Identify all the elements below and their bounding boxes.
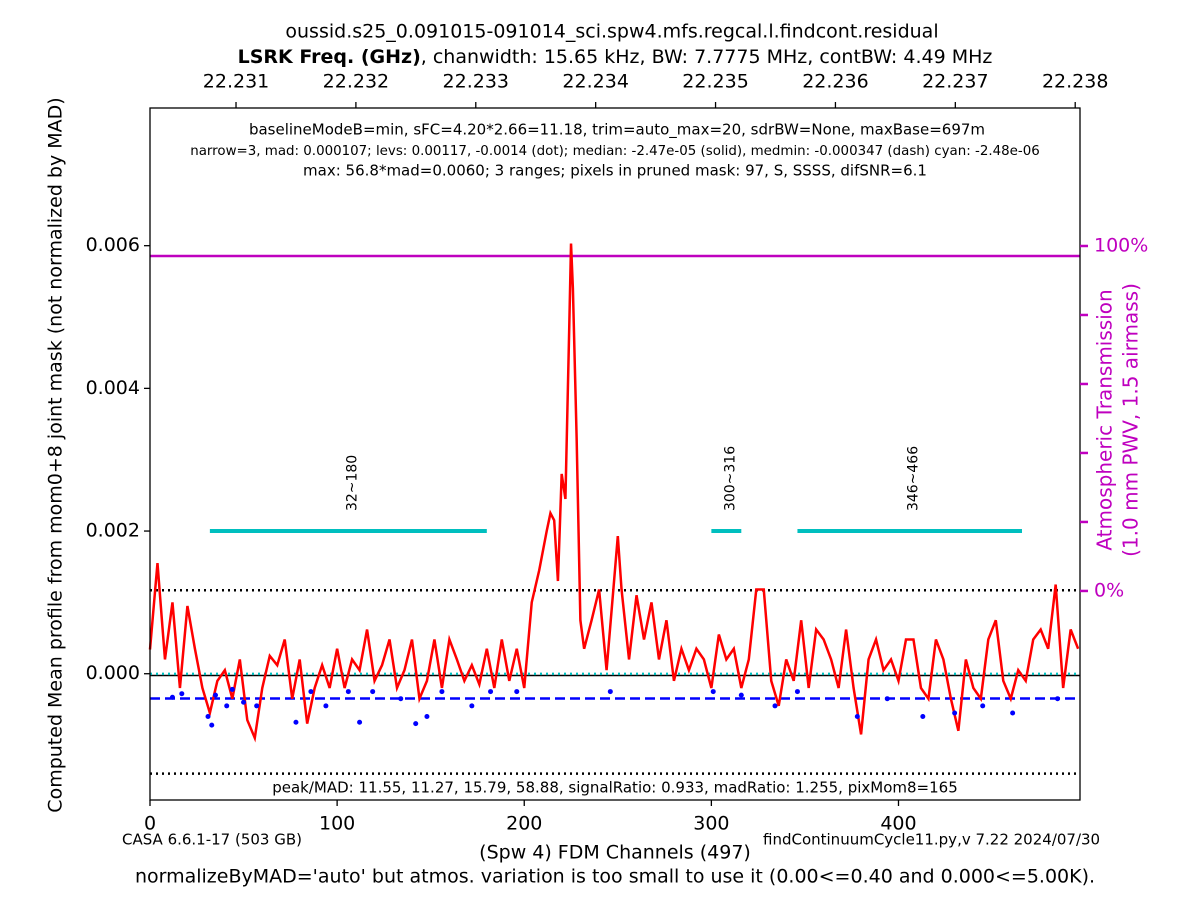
y-tick-label: 0.006 <box>86 234 140 256</box>
x2-tick-label: 22.237 <box>922 71 988 93</box>
x2-tick-label: 22.234 <box>562 71 628 93</box>
x2-tick-label: 22.232 <box>323 71 389 93</box>
masked-point <box>357 719 363 725</box>
masked-point <box>1010 710 1016 716</box>
masked-point <box>1055 696 1061 702</box>
masked-point <box>488 689 494 695</box>
annotation: baselineModeB=min, sFC=4.20*2.66=11.18, … <box>249 121 985 140</box>
masked-point <box>179 691 185 697</box>
masked-point <box>710 689 716 695</box>
masked-point <box>224 703 230 709</box>
masked-point <box>607 689 613 695</box>
footer-note: normalizeByMAD='auto' but atmos. variati… <box>135 866 1095 888</box>
annotation: max: 56.8*mad=0.0060; 3 ranges; pixels i… <box>303 162 927 180</box>
chart-title: oussid.s25_0.091015-091014_sci.spw4.mfs.… <box>285 21 938 43</box>
masked-point <box>254 703 260 709</box>
masked-point <box>169 694 175 700</box>
x-axis-label: (Spw 4) FDM Channels (497) <box>479 842 751 864</box>
x-tick-label: 200 <box>506 813 542 835</box>
x2-tick-label: 22.233 <box>443 71 509 93</box>
annotation: peak/MAD: 11.55, 11.27, 15.79, 58.88, si… <box>272 779 958 797</box>
x-tick-label: 0 <box>144 813 156 835</box>
y2-axis-label: Atmospheric Transmission <box>1093 289 1117 550</box>
y-tick-label: 0.000 <box>86 662 140 684</box>
range-label: 346~466 <box>906 446 922 511</box>
x-tick-label: 100 <box>319 813 355 835</box>
y2-tick-label: 0% <box>1094 579 1124 601</box>
masked-point <box>514 689 520 695</box>
masked-point <box>212 692 218 698</box>
footer-right: findContinuumCycle11.py,v 7.22 2024/07/3… <box>763 831 1100 849</box>
x2-tick-label: 22.231 <box>203 71 269 93</box>
x2-tick-label: 22.238 <box>1042 71 1108 93</box>
masked-point <box>293 719 299 725</box>
y2-axis-label: (1.0 mm PWV, 1.5 airmass) <box>1119 283 1143 557</box>
profile-line <box>148 243 1080 743</box>
masked-point <box>308 689 314 695</box>
x2-tick-label: 22.236 <box>802 71 868 93</box>
masked-point <box>413 721 419 727</box>
masked-point <box>241 699 247 705</box>
plot-frame <box>149 107 1081 801</box>
x-tick-label: 400 <box>880 813 916 835</box>
masked-point <box>469 703 475 709</box>
y-tick-label: 0.004 <box>86 377 140 399</box>
masked-point <box>738 692 744 698</box>
x2-tick-label: 22.235 <box>682 71 748 93</box>
masked-point <box>794 689 800 695</box>
masked-point <box>370 689 376 695</box>
masked-point <box>884 696 890 702</box>
masked-point <box>323 703 329 709</box>
masked-point <box>980 703 986 709</box>
masked-point <box>205 714 211 720</box>
y2-tick-label: 100% <box>1094 234 1148 256</box>
subtitle-bold: LSRK Freq. (GHz) <box>238 46 421 68</box>
masked-point <box>424 714 430 720</box>
masked-point <box>952 710 958 716</box>
masked-point <box>398 696 404 702</box>
masked-point <box>772 703 778 709</box>
masked-point <box>209 722 215 728</box>
masked-point <box>229 686 235 692</box>
masked-point <box>920 714 926 720</box>
range-label: 32~180 <box>344 455 360 511</box>
footer-left: CASA 6.6.1-17 (503 GB) <box>122 831 302 849</box>
masked-point <box>345 689 351 695</box>
y-axis-label: Computed Mean profile from mom0+8 joint … <box>45 97 67 812</box>
chart-subtitle: LSRK Freq. (GHz), chanwidth: 15.65 kHz, … <box>238 46 993 68</box>
masked-point <box>439 689 445 695</box>
x-tick-label: 300 <box>693 813 729 835</box>
annotation: narrow=3, mad: 0.000107; levs: 0.00117, … <box>190 144 1040 159</box>
masked-point <box>854 714 860 720</box>
y-tick-label: 0.002 <box>86 520 140 542</box>
range-label: 300~316 <box>722 446 738 511</box>
subtitle-rest: , chanwidth: 15.65 kHz, BW: 7.7775 MHz, … <box>421 46 993 68</box>
